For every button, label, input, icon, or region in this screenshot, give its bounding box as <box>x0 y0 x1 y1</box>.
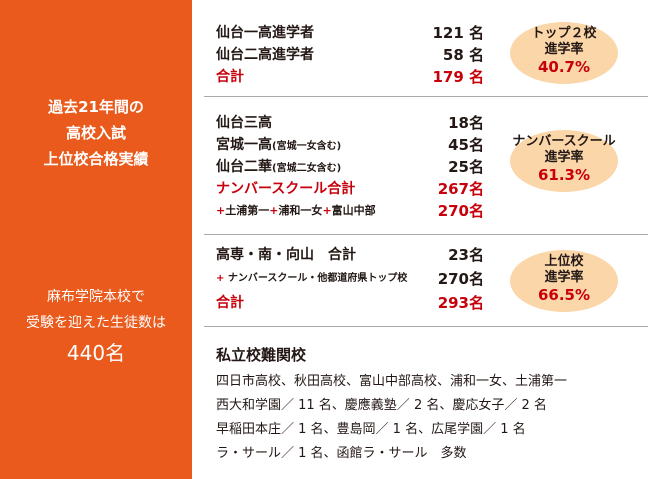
school-name: 宮城一高 <box>216 137 272 153</box>
school-name: 仙台二華 <box>216 159 272 175</box>
private-line: 早稲田本庄／ 1 名、豊島岡／ 1 名、広尾学園／ 1 名 <box>216 422 526 437</box>
school-note: (宮城二女含む) <box>272 163 342 174</box>
result-count: 18名 <box>448 114 484 132</box>
result-count: 45名 <box>448 136 484 154</box>
plus-sign: + <box>216 204 226 217</box>
result-row: 宮城一高(宮城一女含む) 45名 <box>216 134 484 156</box>
total-count: 179 名 <box>432 68 484 86</box>
school-name: ナンバースクール・他都道府県トップ校 <box>227 273 408 284</box>
students-line-1: 麻布学院本校で <box>47 289 145 305</box>
badge-title: 上位校 <box>544 254 584 269</box>
plus-sign: + <box>216 273 225 284</box>
result-count: 270名 <box>437 270 484 288</box>
total-label: 合計 <box>216 69 244 85</box>
students-count: 440名 <box>66 341 126 365</box>
result-row: 仙台二華(宮城二女含む) 25名 <box>216 156 484 178</box>
school-name: 富山中部 <box>331 204 376 217</box>
top-school-rate-badge: 上位校 進学率 66.5% <box>510 250 618 312</box>
private-line: 西大和学園／ 11 名、慶應義塾／ 2 名、慶応女子／ 2 名 <box>216 398 547 413</box>
plus-sign: + <box>269 204 279 217</box>
school-name-wrap: + ナンバースクール・他都道府県トップ校 <box>216 268 407 290</box>
badge-subtitle: 進学率 <box>544 42 584 57</box>
private-line: ラ・サール／ 1 名、函館ラ・サール 多数 <box>216 446 467 461</box>
result-row: 仙台一高進学者 121 名 <box>216 22 484 44</box>
section-divider <box>204 234 648 235</box>
private-line: 四日市高校、秋田高校、富山中部高校、浦和一女、土浦第一 <box>216 374 568 389</box>
sidebar-title-line-1: 過去21年間の <box>48 98 144 116</box>
total-row: ナンバースクール合計 267名 <box>216 178 484 200</box>
result-row: 仙台二高進学者 58 名 <box>216 44 484 66</box>
badge-percent: 66.5% <box>537 286 591 304</box>
section-divider <box>204 96 648 97</box>
combined-schools: +土浦第一+浦和一女+富山中部 <box>216 200 376 222</box>
school-name-wrap: 宮城一高(宮城一女含む) <box>216 134 341 158</box>
result-count: 23名 <box>448 246 484 264</box>
total-label: ナンバースクール合計 <box>216 181 356 197</box>
sidebar-title-line-2: 高校入試 <box>65 124 126 142</box>
result-row: 高専・南・向山 合計 23名 <box>216 244 484 266</box>
school-name: 土浦第一 <box>225 204 270 217</box>
school-note: (宮城一女含む) <box>272 141 342 152</box>
total-label: 合計 <box>216 295 244 311</box>
number-school-rate-badge: ナンバースクール 進学率 61.3% <box>510 130 618 192</box>
school-name: 仙台二高進学者 <box>216 47 314 63</box>
private-heading: 私立校難関校 <box>216 346 307 364</box>
result-row: 仙台三高 18名 <box>216 112 484 134</box>
section-divider <box>204 326 648 327</box>
total-count: 293名 <box>437 294 484 312</box>
result-count: 25名 <box>448 158 484 176</box>
total-row: 合計 293名 <box>216 292 484 314</box>
school-name: 浦和一女 <box>278 204 323 217</box>
school-name-wrap: 仙台二華(宮城二女含む) <box>216 156 341 180</box>
result-row: + ナンバースクール・他都道府県トップ校 270名 <box>216 268 484 290</box>
result-count: 270名 <box>437 202 484 220</box>
summary-sidebar: 過去21年間の 高校入試 上位校合格実績 麻布学院本校で 受験を迎えた生徒数は … <box>0 0 192 479</box>
result-count: 121 名 <box>432 24 484 42</box>
badge-percent: 40.7% <box>537 58 591 76</box>
total-count: 267名 <box>437 180 484 198</box>
badge-percent: 61.3% <box>537 166 591 184</box>
results-area: 仙台一高進学者 121 名 仙台二高進学者 58 名 合計 179 名 トップ２… <box>192 0 660 479</box>
school-name: 高専・南・向山 合計 <box>216 247 356 263</box>
sidebar-title-line-3: 上位校合格実績 <box>43 150 149 168</box>
students-line-2: 受験を迎えた生徒数は <box>26 315 166 331</box>
result-count: 58 名 <box>442 46 484 64</box>
badge-subtitle: 進学率 <box>544 270 584 285</box>
school-name: 仙台三高 <box>216 115 272 131</box>
top2-rate-badge: トップ２校 進学率 40.7% <box>510 22 618 84</box>
badge-subtitle: 進学率 <box>544 150 584 165</box>
plus-sign: + <box>322 204 332 217</box>
result-row: +土浦第一+浦和一女+富山中部 270名 <box>216 200 484 222</box>
badge-title: トップ２校 <box>531 26 597 41</box>
badge-title: ナンバースクール <box>512 134 616 149</box>
total-row: 合計 179 名 <box>216 66 484 88</box>
school-name: 仙台一高進学者 <box>216 25 314 41</box>
